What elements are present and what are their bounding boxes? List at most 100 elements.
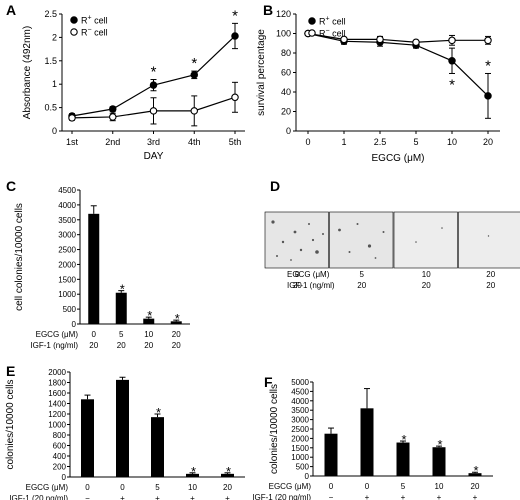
condition-value: 20: [172, 330, 181, 339]
y-tick-label: 0: [305, 472, 310, 481]
legend-marker: [308, 17, 316, 25]
y-tick-label: 3000: [58, 231, 76, 240]
data-point: [68, 114, 76, 122]
condition-value: 0: [92, 330, 97, 339]
y-tick-label: 1600: [48, 389, 66, 398]
condition-value: +: [120, 494, 125, 500]
y-tick-label: 1000: [291, 453, 309, 462]
condition-value: 20: [293, 281, 302, 290]
legend-marker: [70, 16, 78, 24]
y-tick-label: 0: [62, 473, 67, 482]
condition-value: 20: [172, 341, 181, 350]
condition-value: −: [329, 493, 334, 500]
bar: [360, 408, 374, 476]
y-tick-label: 1.5: [44, 56, 57, 66]
colony-dot: [299, 248, 303, 252]
y-tick-label: 600: [53, 442, 67, 451]
condition-value: 10: [188, 483, 197, 492]
condition-row-label: EGCG (μM): [36, 330, 79, 339]
legend-marker: [70, 28, 78, 36]
condition-row-label: IGF-1 (ng/ml): [287, 281, 335, 290]
data-point: [484, 92, 492, 100]
colony-dot: [348, 251, 351, 253]
colony-dot: [311, 238, 315, 242]
y-axis-label: survival percentage: [256, 29, 267, 116]
y-tick-label: 1000: [48, 421, 66, 430]
y-tick-label: 1400: [48, 400, 66, 409]
y-tick-label: 20: [281, 107, 291, 117]
panel-c-chart: 0 500 1000 1500 2000 2500 3000 3500 4000 4500 cell…: [14, 186, 190, 350]
data-point: [448, 36, 456, 45]
x-axis-label: EGCG (μM): [372, 153, 425, 164]
panel-label-f: F: [264, 374, 273, 390]
y-tick-label: 4000: [291, 397, 309, 406]
colony-dot: [271, 220, 275, 224]
condition-value: −: [85, 494, 90, 500]
condition-value: 20: [471, 482, 480, 491]
y-tick-label: 0: [286, 126, 291, 136]
significance-star: *: [449, 76, 455, 93]
y-tick-label: 500: [63, 305, 77, 314]
y-tick-label: 200: [53, 463, 67, 472]
y-tick-label: 1800: [48, 379, 66, 388]
legend-label: R− cell: [81, 27, 108, 38]
y-tick-label: 2.5: [44, 9, 57, 19]
condition-row-label: EGCG (μM): [269, 482, 312, 491]
colony-plate-image: [458, 211, 520, 269]
series-r-minus: [68, 81, 239, 127]
bar: [81, 399, 94, 477]
condition-value: 0: [329, 482, 334, 491]
y-tick-label: 2000: [48, 368, 66, 377]
y-tick-label: 0.5: [44, 103, 57, 113]
x-tick-label: 1st: [66, 137, 79, 147]
condition-row-label: IGF-1 (ng/ml): [30, 341, 78, 350]
colony-plate-image: [393, 211, 458, 269]
condition-row-label: EGCG (μM): [26, 483, 69, 492]
x-tick-label: 0: [305, 137, 310, 147]
colony-dot: [315, 250, 319, 254]
y-tick-label: 3500: [291, 406, 309, 415]
panel-a-chart: 0 0.5 1 1.5 2 2.5 1st 2nd 3rd 4th 5th Absorbance (4…: [22, 7, 245, 162]
condition-value: 0: [365, 482, 370, 491]
legend-label: R+ cell: [319, 16, 346, 27]
y-tick-label: 4500: [291, 387, 309, 396]
significance-star: *: [175, 311, 180, 326]
data-point: [376, 35, 384, 44]
significance-star: *: [191, 464, 196, 479]
condition-value: +: [225, 494, 230, 500]
condition-value: 20: [486, 281, 495, 290]
y-tick-label: 500: [296, 463, 310, 472]
significance-star: *: [473, 463, 478, 478]
condition-value: +: [401, 493, 406, 500]
bar: [115, 292, 127, 324]
condition-value: 0: [85, 483, 90, 492]
condition-value: 5: [155, 483, 160, 492]
condition-value: +: [473, 493, 478, 500]
data-point: [448, 57, 456, 65]
y-tick-label: 4000: [58, 201, 76, 210]
significance-star: *: [120, 282, 125, 297]
series-r-plus: **: [304, 29, 492, 119]
y-tick-label: 100: [276, 29, 291, 39]
y-tick-label: 2: [52, 32, 57, 42]
y-tick-label: 1: [52, 79, 57, 89]
significance-star: *: [485, 57, 491, 74]
condition-value: +: [365, 493, 370, 500]
significance-star: *: [156, 405, 161, 420]
x-tick-label: 2nd: [105, 137, 120, 147]
condition-value: 20: [89, 341, 98, 350]
condition-value: 20: [144, 341, 153, 350]
y-tick-label: 1200: [48, 410, 66, 419]
y-tick-label: 60: [281, 68, 291, 78]
bar: [116, 379, 129, 477]
y-tick-label: 3000: [291, 416, 309, 425]
bar: [468, 473, 482, 476]
colony-dot: [356, 223, 359, 225]
panel-f-chart: 0500100015002000250030003500400045005000…: [252, 378, 493, 500]
y-axis-label: colonies/10000 cells: [269, 384, 280, 474]
y-tick-label: 2000: [58, 260, 76, 269]
condition-value: 0: [120, 483, 125, 492]
legend-label: R− cell: [319, 28, 346, 39]
